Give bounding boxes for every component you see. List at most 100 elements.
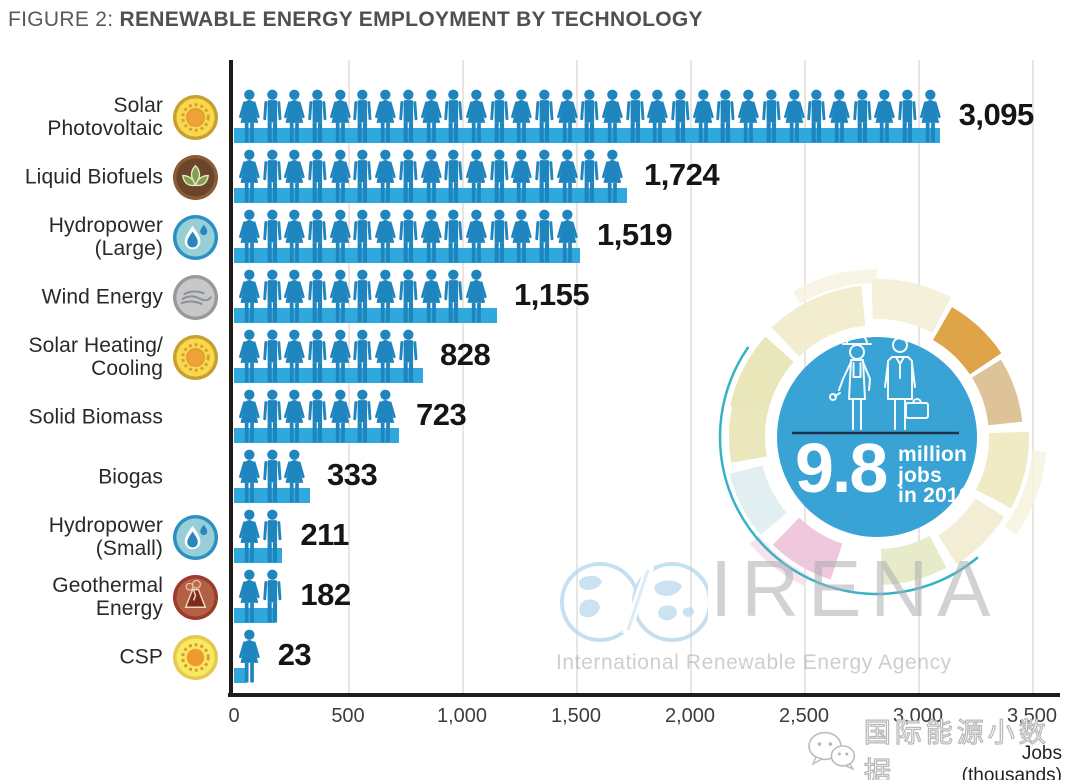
person-male-icon xyxy=(306,329,329,383)
people-icons xyxy=(238,389,397,443)
x-tick-label: 500 xyxy=(331,705,365,727)
wind-icon xyxy=(172,274,219,321)
person-male-icon xyxy=(488,89,511,143)
category-label: Biogas xyxy=(98,465,163,489)
person-male-icon xyxy=(442,149,465,203)
person-female-icon xyxy=(783,89,806,143)
solar-icon xyxy=(172,334,219,381)
person-female-icon xyxy=(374,269,397,323)
person-female-icon xyxy=(873,89,896,143)
person-male-icon xyxy=(714,89,737,143)
badge-ring-segment xyxy=(871,279,952,333)
person-male-icon xyxy=(442,89,465,143)
bar-row: 182 xyxy=(234,563,1044,623)
person-female-icon xyxy=(283,89,306,143)
x-tick-label: 3,000 xyxy=(892,705,944,727)
value-label: 1,155 xyxy=(514,277,590,312)
person-female-icon xyxy=(420,269,443,323)
value-label: 828 xyxy=(440,337,491,372)
badge-ring-segment xyxy=(1004,450,1047,535)
jobs-badge: 9.8 million jobs in 2016 xyxy=(707,267,1047,607)
value-label: 1,724 xyxy=(644,157,720,192)
person-female-icon xyxy=(556,209,579,263)
person-male-icon xyxy=(261,329,284,383)
biomass-icon xyxy=(172,394,219,441)
person-female-icon xyxy=(238,629,261,683)
person-male-icon xyxy=(261,209,284,263)
person-male-icon xyxy=(896,89,919,143)
x-tick-label: 2,500 xyxy=(778,705,830,727)
badge-number: 9.8 xyxy=(795,429,888,507)
value-label: 723 xyxy=(416,397,467,432)
people-icons xyxy=(238,149,624,203)
person-male-icon xyxy=(351,89,374,143)
value-label: 23 xyxy=(277,637,312,672)
category-label: Liquid Biofuels xyxy=(24,165,163,189)
person-male-icon xyxy=(488,209,511,263)
badge-ring-segment xyxy=(880,535,947,585)
person-female-icon xyxy=(374,89,397,143)
badge-ring-segment xyxy=(729,465,787,535)
person-male-icon xyxy=(578,149,601,203)
person-male-icon xyxy=(805,89,828,143)
bar-row: 723 xyxy=(234,383,1044,443)
bar-row: 828 xyxy=(234,323,1044,383)
x-tick-label: 1,500 xyxy=(550,705,602,727)
people-icons xyxy=(238,569,283,623)
person-male-icon xyxy=(306,269,329,323)
person-female-icon xyxy=(238,269,261,323)
bar-row: 211 xyxy=(234,503,1044,563)
person-female-icon xyxy=(374,149,397,203)
person-male-icon xyxy=(261,269,284,323)
person-male-icon xyxy=(533,149,556,203)
person-female-icon xyxy=(329,89,352,143)
bar-strip xyxy=(234,608,275,623)
person-male-icon xyxy=(397,269,420,323)
person-female-icon xyxy=(374,209,397,263)
people-icons xyxy=(238,449,306,503)
person-female-icon xyxy=(238,89,261,143)
person-female-icon xyxy=(283,389,306,443)
value-label: 1,519 xyxy=(597,217,673,252)
person-male-icon xyxy=(669,89,692,143)
bar-row: 1,155 xyxy=(234,263,1044,323)
person-female-icon xyxy=(919,89,942,143)
category-label: CSP xyxy=(119,645,163,669)
value-label: 211 xyxy=(300,517,349,552)
bar-row: 1,724 xyxy=(234,143,1044,203)
category-label: Geothermal Energy xyxy=(52,574,163,620)
person-female-icon xyxy=(329,269,352,323)
person-male-icon xyxy=(624,89,647,143)
person-female-icon xyxy=(556,149,579,203)
person-male-icon xyxy=(351,269,374,323)
person-female-icon xyxy=(329,209,352,263)
gridline xyxy=(1032,60,1034,693)
badge-ring-segment xyxy=(772,517,843,580)
gridline xyxy=(576,60,578,693)
person-female-icon xyxy=(329,389,352,443)
badge-ring-segment xyxy=(938,498,1005,565)
person-male-icon xyxy=(306,149,329,203)
person-male-icon xyxy=(351,329,374,383)
x-tick-label: 2,000 xyxy=(664,705,716,727)
person-male-icon xyxy=(533,209,556,263)
person-male-icon xyxy=(306,389,329,443)
badge-ring-segment xyxy=(975,431,1029,509)
category-label: Hydropower (Large) xyxy=(48,214,163,260)
person-female-icon xyxy=(601,149,624,203)
badge-ring-segment xyxy=(771,285,866,357)
figure-title-text: RENEWABLE ENERGY EMPLOYMENT BY TECHNOLOG… xyxy=(119,8,703,31)
category-label: Solar Heating/Cooling xyxy=(28,334,163,380)
people-icons xyxy=(238,89,941,143)
person-female-icon xyxy=(329,149,352,203)
figure-title: FIGURE 2: RENEWABLE ENERGY EMPLOYMENT BY… xyxy=(8,8,703,32)
bar-row: 23 xyxy=(234,623,1044,683)
person-female-icon xyxy=(510,149,533,203)
person-male-icon xyxy=(351,149,374,203)
value-label: 3,095 xyxy=(958,97,1035,132)
person-male-icon xyxy=(261,389,284,443)
category-label: Wind Energy xyxy=(41,285,163,309)
person-male-icon xyxy=(397,329,420,383)
bar-strip xyxy=(234,188,627,203)
